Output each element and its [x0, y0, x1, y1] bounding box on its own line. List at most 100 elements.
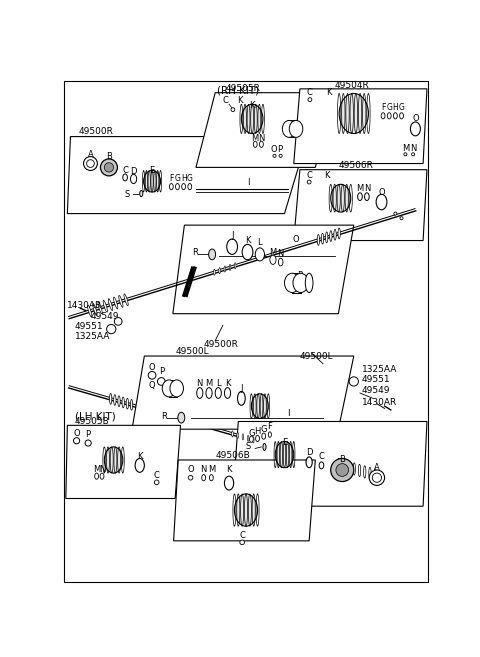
Text: B: B — [106, 152, 112, 161]
Circle shape — [273, 154, 276, 158]
Ellipse shape — [252, 394, 268, 419]
Polygon shape — [132, 356, 354, 429]
Ellipse shape — [234, 494, 258, 526]
Ellipse shape — [237, 432, 239, 438]
Polygon shape — [173, 225, 354, 313]
Text: N: N — [99, 466, 105, 474]
Circle shape — [411, 153, 415, 156]
Text: O: O — [293, 235, 300, 244]
Ellipse shape — [394, 113, 397, 119]
Text: M: M — [402, 144, 409, 152]
Polygon shape — [67, 137, 308, 214]
Ellipse shape — [268, 432, 271, 438]
Text: G: G — [398, 103, 405, 112]
Ellipse shape — [255, 248, 264, 261]
Text: P: P — [85, 430, 91, 439]
Text: K: K — [324, 171, 330, 179]
Text: R: R — [161, 411, 167, 420]
Circle shape — [400, 217, 403, 219]
Text: 49549: 49549 — [361, 386, 390, 396]
Text: J: J — [231, 231, 233, 240]
Text: O: O — [73, 428, 80, 438]
Text: I: I — [247, 177, 250, 187]
Text: 49505R: 49505R — [225, 83, 260, 93]
Text: G: G — [386, 103, 392, 112]
Text: (LH KIT): (LH KIT) — [75, 411, 116, 421]
Text: E: E — [282, 438, 287, 447]
Ellipse shape — [263, 443, 266, 450]
Ellipse shape — [241, 104, 263, 133]
Ellipse shape — [122, 397, 124, 408]
Text: M: M — [205, 379, 213, 388]
Polygon shape — [174, 460, 315, 541]
Ellipse shape — [202, 474, 205, 481]
Ellipse shape — [348, 461, 350, 474]
Ellipse shape — [104, 447, 123, 473]
Ellipse shape — [253, 141, 257, 147]
Ellipse shape — [103, 300, 108, 312]
Text: P: P — [159, 367, 164, 376]
Text: O: O — [378, 187, 385, 196]
Text: H: H — [393, 103, 398, 112]
Text: M: M — [208, 466, 215, 474]
Ellipse shape — [359, 464, 360, 476]
Text: 49504R: 49504R — [335, 81, 369, 90]
Circle shape — [336, 464, 348, 476]
Ellipse shape — [369, 467, 371, 480]
Ellipse shape — [317, 235, 320, 245]
Ellipse shape — [162, 380, 176, 397]
Circle shape — [240, 540, 244, 545]
Ellipse shape — [124, 294, 128, 306]
Text: S: S — [124, 190, 129, 199]
Ellipse shape — [131, 174, 137, 183]
Ellipse shape — [285, 273, 300, 292]
Ellipse shape — [305, 273, 313, 292]
Ellipse shape — [114, 395, 116, 405]
Text: 49549: 49549 — [90, 311, 119, 321]
Text: O: O — [412, 114, 419, 124]
Text: K: K — [225, 379, 230, 388]
Text: G: G — [248, 428, 254, 438]
Text: 1430AR: 1430AR — [361, 397, 397, 407]
Text: 49551: 49551 — [75, 323, 104, 331]
Circle shape — [331, 459, 354, 482]
Text: K: K — [226, 466, 232, 474]
Text: O: O — [270, 145, 277, 154]
Text: 1325AA: 1325AA — [361, 365, 397, 374]
Ellipse shape — [376, 194, 387, 210]
Circle shape — [394, 212, 397, 215]
Circle shape — [404, 153, 407, 156]
Ellipse shape — [343, 460, 345, 472]
Ellipse shape — [306, 457, 312, 468]
Circle shape — [100, 159, 118, 176]
Ellipse shape — [219, 267, 220, 274]
Text: G: G — [187, 175, 193, 183]
Ellipse shape — [363, 466, 366, 478]
Circle shape — [148, 371, 156, 379]
Circle shape — [188, 476, 193, 480]
Ellipse shape — [275, 442, 294, 468]
Ellipse shape — [365, 193, 369, 200]
Text: G: G — [175, 175, 180, 183]
Ellipse shape — [252, 437, 254, 443]
Polygon shape — [232, 422, 427, 506]
Circle shape — [308, 98, 312, 102]
Text: 49505B: 49505B — [75, 417, 110, 426]
Text: L: L — [258, 238, 262, 246]
Ellipse shape — [126, 398, 129, 409]
Text: C: C — [122, 166, 128, 175]
Ellipse shape — [95, 473, 98, 479]
Text: M: M — [356, 185, 363, 193]
Ellipse shape — [225, 476, 234, 490]
Text: N: N — [258, 135, 264, 143]
Ellipse shape — [100, 473, 104, 479]
Text: C: C — [154, 471, 160, 480]
Text: R: R — [192, 248, 198, 257]
Ellipse shape — [135, 459, 144, 472]
Ellipse shape — [109, 394, 112, 404]
Circle shape — [349, 377, 359, 386]
Text: L: L — [216, 379, 221, 388]
Ellipse shape — [178, 412, 185, 423]
Text: 49500L: 49500L — [175, 347, 209, 356]
Ellipse shape — [232, 431, 233, 437]
